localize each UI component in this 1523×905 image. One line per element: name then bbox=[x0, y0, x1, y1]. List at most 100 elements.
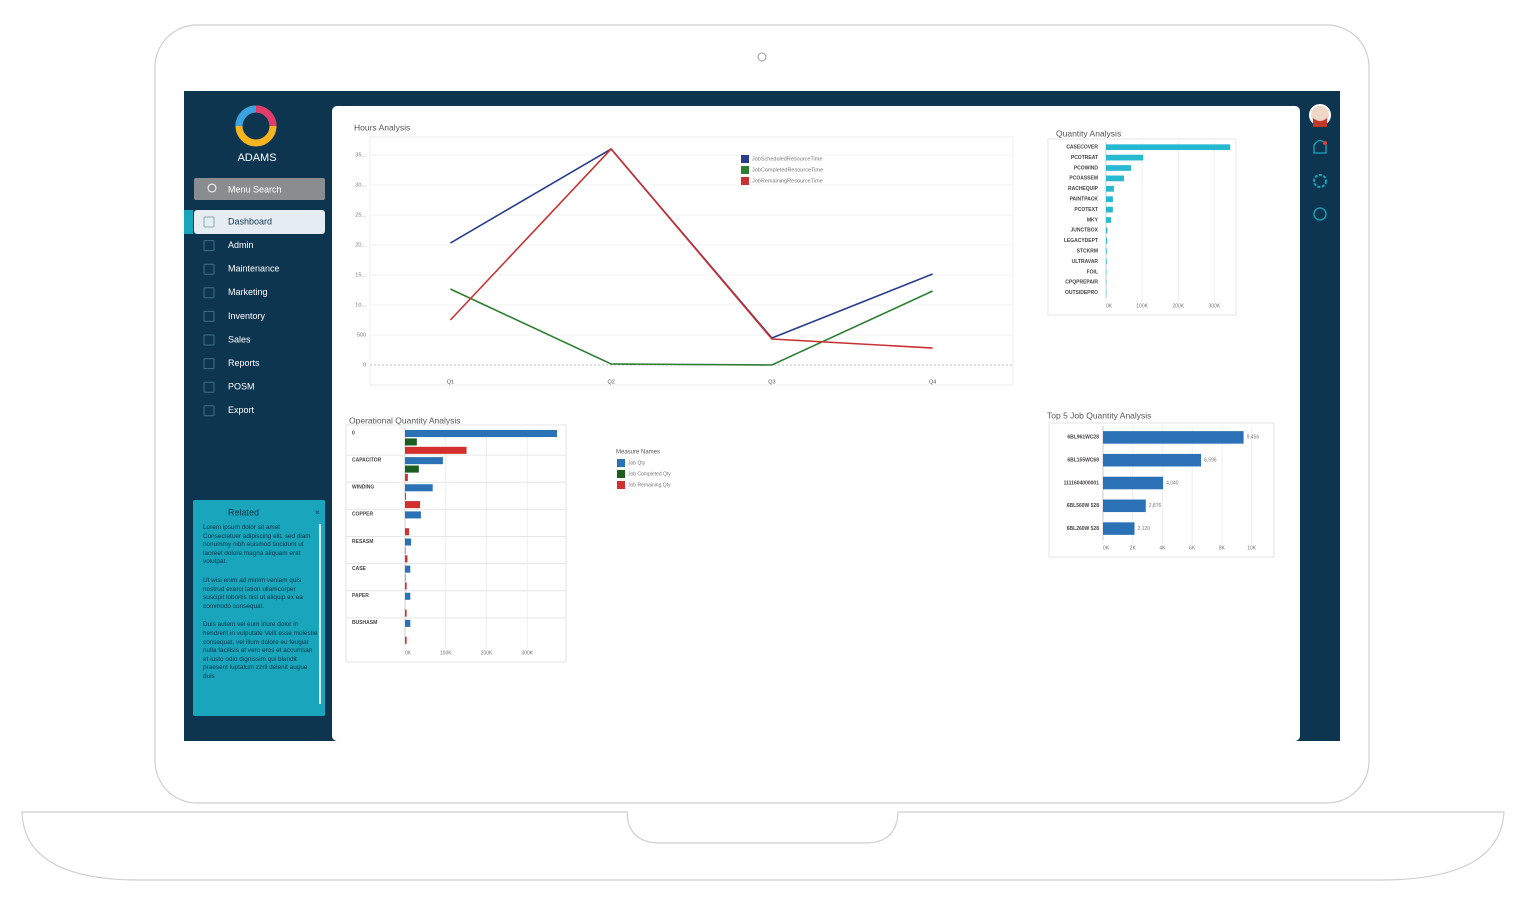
y-tick-label: PAPER bbox=[352, 593, 369, 599]
bar bbox=[405, 565, 411, 573]
chart-title: Top 5 Job Quantity Analysis bbox=[1047, 410, 1151, 420]
x-tick-label: 200K bbox=[481, 650, 493, 656]
menu-item[interactable]: Maintenance bbox=[228, 264, 280, 274]
legend-label: Job Remaining Qty bbox=[628, 482, 671, 488]
bar bbox=[405, 555, 408, 563]
bar bbox=[405, 582, 407, 590]
legend-label: JobScheduledResourceTime bbox=[752, 156, 822, 162]
camera bbox=[757, 52, 767, 62]
notification-icon[interactable] bbox=[1313, 139, 1327, 154]
menu-item[interactable]: Inventory bbox=[228, 311, 266, 321]
bar bbox=[1106, 237, 1108, 244]
notification-dot bbox=[1323, 141, 1327, 145]
menu-item[interactable]: Dashboard bbox=[228, 216, 272, 226]
legend-swatch bbox=[617, 481, 625, 489]
plot-frame bbox=[369, 136, 1014, 386]
y-tick-label: CASE bbox=[352, 566, 367, 572]
menu-icon bbox=[203, 358, 215, 370]
y-tick-label: MKY bbox=[1087, 217, 1099, 223]
chart-title: Quantity Analysis bbox=[1056, 128, 1121, 138]
value-label: 2,876 bbox=[1149, 503, 1162, 509]
y-tick-label: 0 bbox=[363, 362, 366, 368]
x-tick-label: Q3 bbox=[768, 379, 775, 385]
y-tick-label: PCOTEXT bbox=[1074, 207, 1098, 213]
related-paragraph: Duis autem vel eum iriure dolor in hendr… bbox=[203, 621, 318, 680]
y-tick-label: RACHEQUIP bbox=[1068, 186, 1099, 192]
x-tick-label: 100K bbox=[440, 650, 452, 656]
x-tick-label: Q1 bbox=[447, 379, 454, 385]
bar bbox=[405, 501, 421, 509]
bar bbox=[1103, 522, 1135, 535]
y-tick-label: PCOWIND bbox=[1074, 165, 1099, 171]
x-tick-label: 300K bbox=[1208, 303, 1220, 309]
related-text: Lorem ipsum dolor sit amet Consectetuer … bbox=[196, 524, 318, 710]
bar bbox=[1106, 175, 1125, 182]
legend-swatch bbox=[617, 470, 625, 478]
y-tick-label: WINDING bbox=[352, 485, 374, 491]
menu-item[interactable]: Admin bbox=[228, 240, 254, 250]
menu-item[interactable]: Export bbox=[228, 405, 255, 415]
bar bbox=[405, 473, 408, 481]
bar bbox=[1106, 196, 1113, 203]
menu-icon bbox=[203, 240, 215, 252]
y-tick-label: 30... bbox=[355, 182, 366, 188]
y-tick-label: COPPER bbox=[352, 512, 374, 518]
bar bbox=[1103, 453, 1202, 467]
y-tick-label: 25... bbox=[355, 212, 366, 218]
value-label: 4,040 bbox=[1166, 480, 1179, 486]
legend-label: Job Qty bbox=[628, 460, 646, 466]
search-box[interactable] bbox=[194, 178, 325, 200]
y-tick-label: PAINTPACK bbox=[1070, 197, 1099, 203]
bar bbox=[405, 484, 433, 492]
bar bbox=[405, 592, 411, 600]
x-tick-label: 200K bbox=[1172, 303, 1184, 309]
y-tick-label: PCOTREAT bbox=[1071, 155, 1098, 161]
menu-icon bbox=[203, 263, 215, 275]
bar bbox=[1106, 227, 1108, 234]
logout-icon[interactable] bbox=[1313, 207, 1327, 221]
active-marker bbox=[184, 210, 193, 234]
bar bbox=[1106, 154, 1144, 161]
x-tick-label: 8K bbox=[1219, 545, 1226, 551]
menu-item[interactable]: POSM bbox=[228, 382, 255, 392]
content-panel bbox=[332, 106, 1300, 741]
related-paragraph: Lorem ipsum dolor sit amet Consectetuer … bbox=[203, 524, 311, 566]
x-tick-label: 4K bbox=[1159, 545, 1166, 551]
y-tick-label: STCKRM bbox=[1077, 249, 1098, 255]
bar bbox=[1103, 499, 1146, 513]
y-tick-label: CAPACITOR bbox=[352, 457, 382, 463]
legend-swatch bbox=[741, 177, 749, 185]
bar bbox=[1106, 144, 1231, 151]
bar bbox=[1106, 217, 1112, 223]
menu-item[interactable]: Marketing bbox=[228, 287, 268, 297]
search-text[interactable]: Menu Search bbox=[228, 184, 282, 194]
menu-icon bbox=[203, 334, 215, 346]
menu-item[interactable]: Reports bbox=[228, 358, 260, 368]
bar bbox=[1106, 258, 1107, 265]
related-paragraph: Ut wisi enim ad minim veniam quis nostru… bbox=[203, 576, 303, 610]
close-button[interactable]: × bbox=[315, 508, 320, 517]
menu-item[interactable]: Sales bbox=[228, 334, 251, 344]
scrollbar bbox=[319, 524, 321, 704]
bar bbox=[405, 430, 558, 438]
legend-label: JobRemainingResourceTime bbox=[752, 178, 823, 184]
series-line bbox=[450, 288, 933, 366]
series-line bbox=[449, 147, 933, 349]
x-tick-label: 6K bbox=[1189, 545, 1196, 551]
legend-label: JobCompletedResourceTime bbox=[752, 167, 823, 173]
logo-text: ADAMS bbox=[237, 152, 276, 164]
y-tick-label: PCOASSEM bbox=[1069, 176, 1098, 182]
y-tick-label: RESASM bbox=[352, 539, 373, 545]
y-tick-label: 6BL155WC68 bbox=[1067, 458, 1099, 464]
menu-icon bbox=[203, 287, 215, 299]
logo-part bbox=[255, 105, 277, 127]
x-tick-label: 2K bbox=[1130, 545, 1137, 551]
x-tick-label: 0K bbox=[1103, 545, 1110, 551]
y-tick-label: FOIL bbox=[1087, 269, 1098, 275]
y-tick-label: OUTSIDEPRO bbox=[1065, 290, 1098, 296]
bar bbox=[1103, 476, 1164, 490]
legend-swatch bbox=[617, 459, 625, 467]
x-tick-label: Q4 bbox=[929, 379, 936, 385]
settings-icon[interactable] bbox=[1313, 174, 1327, 188]
active-item bbox=[194, 210, 325, 234]
